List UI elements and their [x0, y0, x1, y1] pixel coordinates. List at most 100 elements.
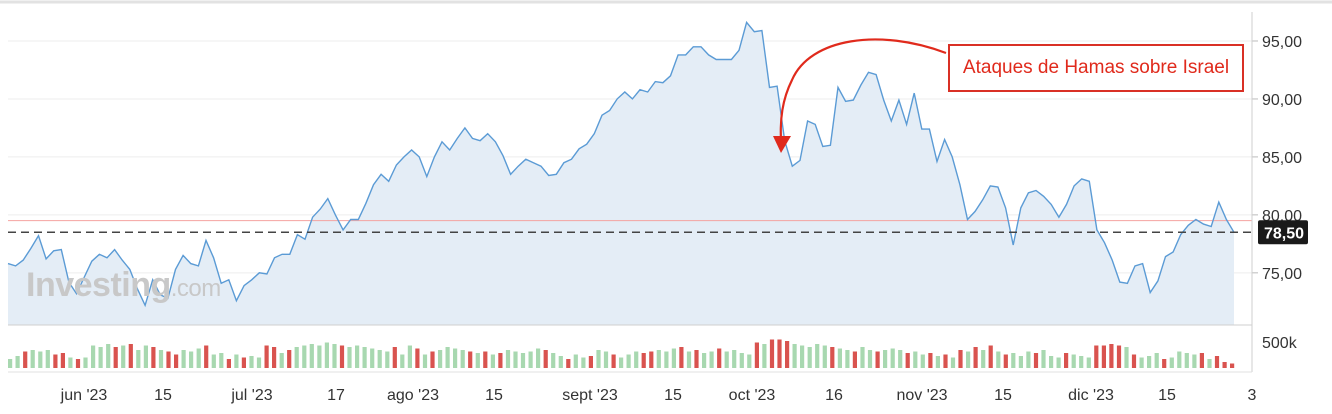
- volume-bar: [219, 353, 224, 368]
- volume-bar: [1169, 357, 1174, 368]
- volume-bar: [158, 350, 164, 368]
- volume-bar: [1026, 351, 1031, 368]
- volume-bar: [656, 350, 661, 368]
- volume-bar: [317, 345, 322, 368]
- volume-bar: [1207, 359, 1212, 368]
- volume-bar: [611, 354, 616, 368]
- volume-bar: [143, 345, 148, 368]
- volume-bar: [845, 350, 850, 368]
- volume-bar: [324, 342, 329, 368]
- volume-bar: [370, 348, 375, 368]
- volume-bars: [8, 339, 1235, 368]
- volume-bar: [392, 347, 397, 368]
- volume-bar: [1101, 345, 1106, 368]
- volume-bar: [520, 353, 526, 368]
- volume-bar: [988, 345, 993, 368]
- volume-bar: [407, 345, 412, 368]
- volume-bar: [792, 344, 797, 368]
- volume-bar: [106, 344, 111, 368]
- volume-bar: [596, 350, 601, 368]
- volume-bar: [83, 357, 88, 368]
- volume-bar: [272, 347, 277, 368]
- volume-bar: [460, 350, 465, 368]
- volume-bar: [1184, 353, 1189, 368]
- volume-bar: [551, 353, 556, 368]
- volume-bar: [1011, 353, 1016, 368]
- volume-bar: [468, 351, 473, 368]
- volume-bar: [679, 347, 684, 368]
- volume-bar: [400, 354, 405, 368]
- volume-bar: [852, 351, 857, 368]
- volume-bar: [1154, 353, 1159, 368]
- volume-bar: [732, 350, 737, 368]
- volume-bar: [528, 351, 533, 368]
- volume-bar: [196, 348, 201, 368]
- annotation-arrow: [773, 38, 947, 153]
- volume-bar: [445, 347, 450, 368]
- volume-bar: [898, 350, 903, 368]
- volume-bar: [1177, 351, 1182, 368]
- volume-bar: [249, 356, 254, 368]
- volume-bar: [860, 347, 865, 368]
- volume-bar: [671, 348, 676, 368]
- volume-bar: [241, 357, 246, 368]
- volume-axis-label: 500k: [1262, 335, 1298, 352]
- x-tick-label: 15: [664, 387, 682, 404]
- x-tick-label: 15: [485, 387, 503, 404]
- volume-bar: [8, 359, 13, 368]
- volume-bar: [581, 357, 586, 368]
- volume-bar: [943, 354, 948, 368]
- volume-bar: [438, 350, 443, 368]
- volume-bar: [724, 351, 729, 368]
- volume-bar: [15, 356, 20, 368]
- volume-bar: [498, 353, 503, 368]
- volume-bar: [453, 348, 458, 368]
- volume-bar: [973, 347, 978, 368]
- volume-bar: [60, 353, 65, 368]
- volume-bar: [264, 345, 269, 368]
- volume-bar: [890, 348, 895, 368]
- volume-bar: [1116, 345, 1122, 368]
- volume-bar: [1192, 354, 1197, 368]
- y-tick-label: 90,00: [1262, 92, 1302, 109]
- volume-bar: [1094, 345, 1099, 368]
- volume-bar: [1230, 363, 1235, 368]
- x-tick-label: ago '23: [387, 387, 439, 404]
- volume-bar: [91, 345, 96, 368]
- arrow-head: [773, 136, 791, 153]
- volume-bar: [981, 350, 986, 368]
- volume-bar: [966, 351, 971, 368]
- volume-bar: [1222, 362, 1227, 368]
- volume-bar: [566, 359, 571, 368]
- volume-bar: [694, 350, 699, 368]
- x-tick-label: jul '23: [230, 387, 272, 404]
- volume-bar: [1079, 356, 1084, 368]
- watermark-text: Investing: [26, 266, 171, 304]
- volume-bar: [30, 350, 35, 368]
- arrow-curve: [779, 38, 947, 141]
- volume-bar: [1041, 350, 1046, 368]
- x-tick-label: 17: [327, 387, 345, 404]
- volume-bar: [505, 350, 511, 368]
- volume-bar: [958, 350, 963, 368]
- volume-bar: [641, 353, 646, 368]
- volume-bar: [1018, 356, 1023, 368]
- volume-bar: [1214, 356, 1220, 368]
- y-tick-label: 75,00: [1262, 266, 1302, 283]
- volume-bar: [339, 345, 345, 368]
- volume-bar: [543, 350, 548, 368]
- volume-bar: [68, 357, 73, 368]
- x-tick-label: jun '23: [60, 387, 108, 404]
- volume-bar: [128, 344, 133, 368]
- volume-bar: [355, 345, 360, 368]
- volume-bar: [837, 348, 842, 368]
- price-area-fill: [8, 22, 1234, 326]
- volume-bar: [430, 351, 435, 368]
- volume-bar: [717, 348, 722, 368]
- volume-bar: [422, 354, 428, 368]
- volume-bar: [867, 350, 873, 368]
- volume-bar: [883, 350, 888, 368]
- volume-bar: [226, 359, 231, 368]
- x-tick-label: 15: [1158, 387, 1176, 404]
